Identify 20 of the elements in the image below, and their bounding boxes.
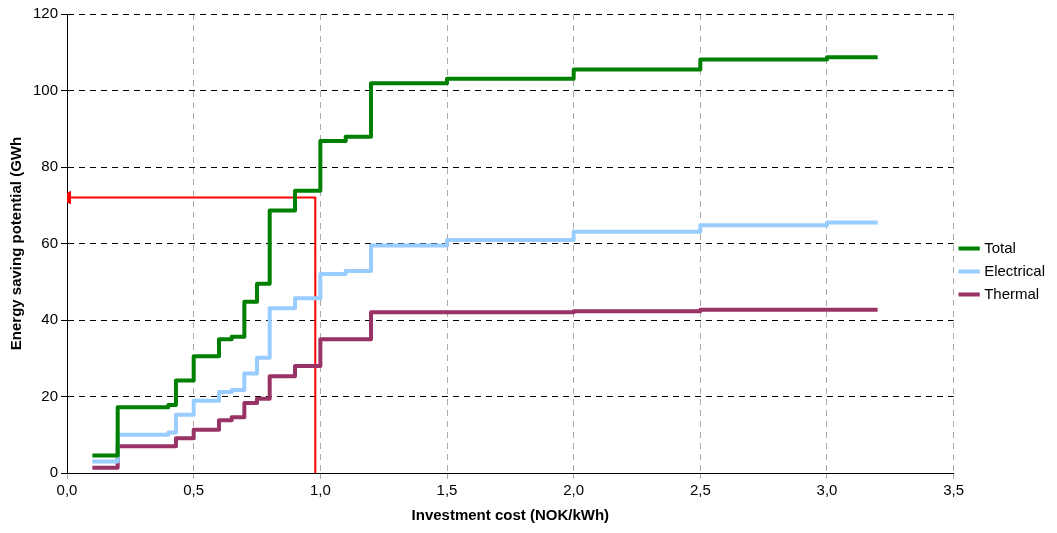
y-tick-label: 60 bbox=[41, 233, 59, 251]
y-tick-label: 20 bbox=[41, 386, 59, 404]
x-axis-title: Investment cost (NOK/kWh) bbox=[411, 506, 610, 524]
legend-label: Total bbox=[984, 238, 1016, 256]
legend-label: Thermal bbox=[984, 284, 1040, 302]
x-tick-label: 1,5 bbox=[436, 481, 458, 499]
y-tick-label: 40 bbox=[41, 310, 59, 328]
x-tick-label: 0,5 bbox=[183, 481, 205, 499]
x-tick-label: 2,0 bbox=[563, 481, 585, 499]
x-tick-label: 2,5 bbox=[689, 481, 711, 499]
y-tick-label: 0 bbox=[49, 463, 59, 481]
y-tick-label: 80 bbox=[41, 157, 59, 175]
x-tick-label: 3,0 bbox=[816, 481, 838, 499]
x-tick-label: 0,0 bbox=[56, 481, 78, 499]
y-axis-title: Energy saving potential (GWh bbox=[7, 136, 25, 351]
x-tick-label: 3,5 bbox=[943, 481, 965, 499]
legend-label: Electrical bbox=[984, 261, 1046, 279]
y-tick-label: 100 bbox=[33, 80, 59, 98]
x-tick-label: 1,0 bbox=[309, 481, 331, 499]
y-tick-label: 120 bbox=[33, 4, 59, 22]
